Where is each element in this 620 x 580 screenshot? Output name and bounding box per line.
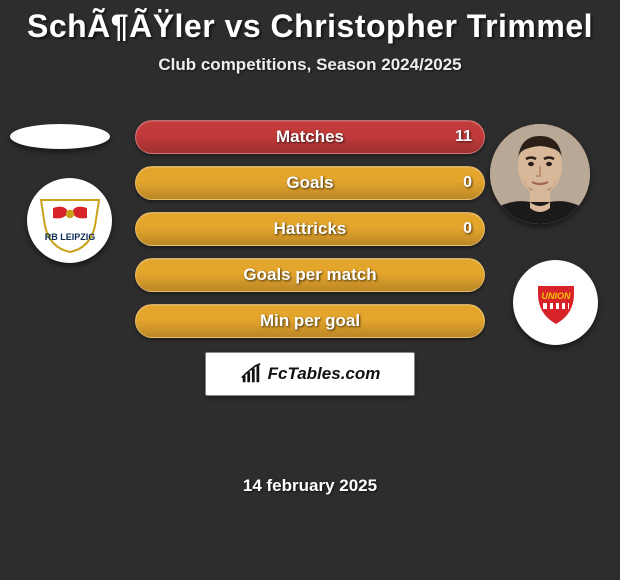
svg-text:UNION: UNION xyxy=(541,291,571,301)
stat-right-value: 0 xyxy=(463,213,472,245)
club-right-badge: UNION xyxy=(513,260,598,345)
stat-row: Goals per match xyxy=(135,258,485,292)
face-icon xyxy=(490,124,590,224)
player-right-avatar xyxy=(490,124,590,224)
stat-label: Matches xyxy=(136,121,484,153)
comparison-subtitle: Club competitions, Season 2024/2025 xyxy=(0,55,620,75)
stat-label: Min per goal xyxy=(136,305,484,337)
stat-right-value: 11 xyxy=(455,121,472,153)
rb-leipzig-icon: RB LEIPZIG xyxy=(35,186,105,256)
player-left-avatar xyxy=(10,124,110,149)
comparison-date: 14 february 2025 xyxy=(0,476,620,496)
stat-label: Hattricks xyxy=(136,213,484,245)
bar-chart-icon xyxy=(240,363,262,385)
stat-label: Goals xyxy=(136,167,484,199)
brand-label: FcTables.com xyxy=(268,364,381,384)
comparison-title: SchÃ¶ÃŸler vs Christopher Trimmel xyxy=(0,0,620,45)
stat-row: Min per goal xyxy=(135,304,485,338)
stat-label: Goals per match xyxy=(136,259,484,291)
club-left-badge: RB LEIPZIG xyxy=(27,178,112,263)
stat-right-value: 0 xyxy=(463,167,472,199)
stat-row: Goals 0 xyxy=(135,166,485,200)
union-berlin-icon: UNION xyxy=(521,268,591,338)
svg-text:RB LEIPZIG: RB LEIPZIG xyxy=(44,232,95,242)
stats-table: Matches 11 Goals 0 Hattricks 0 Goals per… xyxy=(135,120,485,350)
stat-row: Matches 11 xyxy=(135,120,485,154)
stat-row: Hattricks 0 xyxy=(135,212,485,246)
brand-box[interactable]: FcTables.com xyxy=(205,352,415,396)
